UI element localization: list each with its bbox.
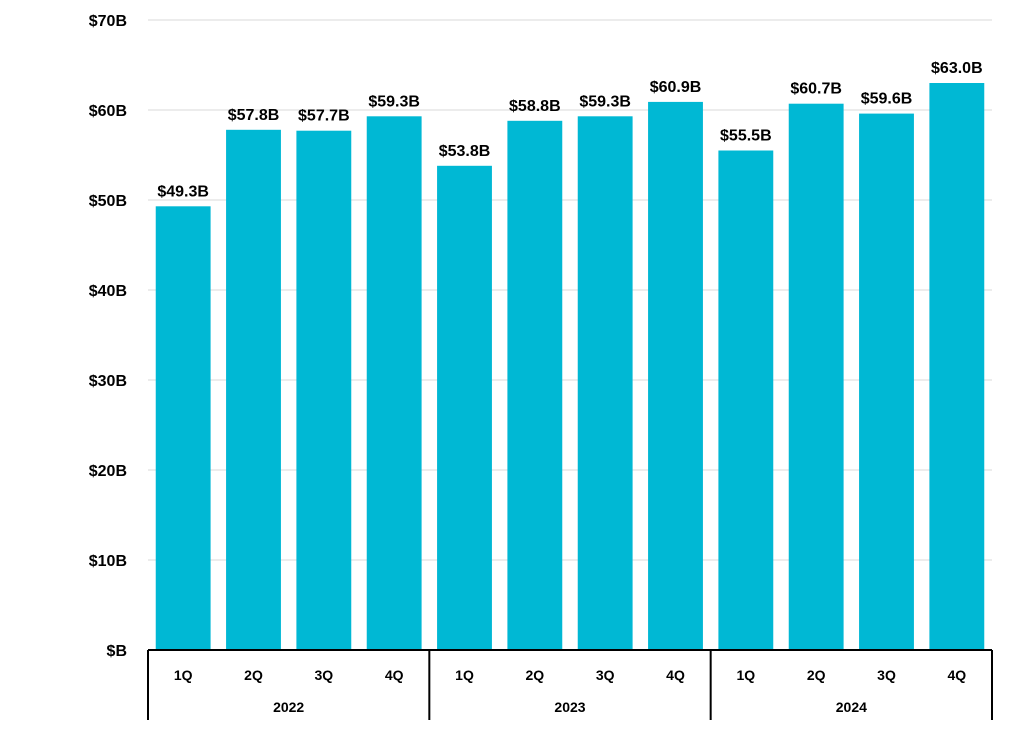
data-label: $57.7B (298, 108, 350, 125)
data-label: $63.0B (931, 60, 983, 77)
bar (155, 206, 211, 651)
data-labels: $49.3B $57.8B $57.7B $59.3B $53.8B $58.8B $59.… (157, 60, 982, 200)
x-axis: 1Q 2Q 3Q 4Q 2022 1Q 2Q 3Q 4Q 2023 1Q 2Q 3Q 4Q 2024 (147, 649, 993, 720)
data-label: $59.3B (579, 93, 631, 110)
category-label: 4Q (666, 667, 685, 683)
bar (226, 129, 281, 651)
data-label: $49.3B (157, 183, 209, 200)
gridlines (148, 19, 992, 561)
y-tick-label: $30B (89, 373, 127, 390)
category-label: 3Q (314, 667, 333, 683)
y-tick-label: $50B (89, 193, 127, 210)
y-tick-label: $B (107, 643, 127, 660)
y-tick-label: $40B (89, 283, 127, 300)
bar (648, 101, 703, 650)
bar (577, 116, 633, 651)
y-axis-tick-labels: $B $10B $20B $30B $40B $50B $60B $70B (89, 13, 127, 660)
category-label: 1Q (174, 667, 193, 683)
category-label: 1Q (455, 667, 474, 683)
category-label: 4Q (385, 667, 404, 683)
data-label: $58.8B (509, 98, 561, 115)
y-tick-label: $20B (89, 463, 127, 480)
data-label: $60.9B (650, 79, 702, 96)
bar (859, 113, 914, 651)
category-label: 1Q (736, 667, 755, 683)
bar (296, 130, 352, 650)
bar (366, 116, 422, 651)
data-label: $55.5B (720, 128, 772, 145)
bar (788, 103, 844, 650)
bar (929, 83, 985, 650)
category-label: 2Q (807, 667, 826, 683)
data-label: $59.6B (861, 91, 913, 108)
data-label: $53.8B (439, 143, 491, 160)
category-label: 3Q (877, 667, 896, 683)
data-label: $59.3B (368, 93, 420, 110)
y-tick-label: $10B (89, 553, 127, 570)
category-label: 4Q (947, 667, 966, 683)
category-label: 2Q (525, 667, 544, 683)
group-label: 2022 (273, 699, 304, 715)
category-label: 3Q (596, 667, 615, 683)
bar (718, 150, 774, 650)
y-tick-label: $70B (89, 13, 127, 30)
group-label: 2023 (554, 699, 585, 715)
category-label: 2Q (244, 667, 263, 683)
bars (155, 83, 985, 651)
bar (507, 120, 563, 651)
data-label: $60.7B (790, 81, 842, 98)
data-label: $57.8B (228, 107, 280, 124)
y-tick-label: $60B (89, 103, 127, 120)
group-label: 2024 (836, 699, 867, 715)
bar (437, 165, 492, 651)
